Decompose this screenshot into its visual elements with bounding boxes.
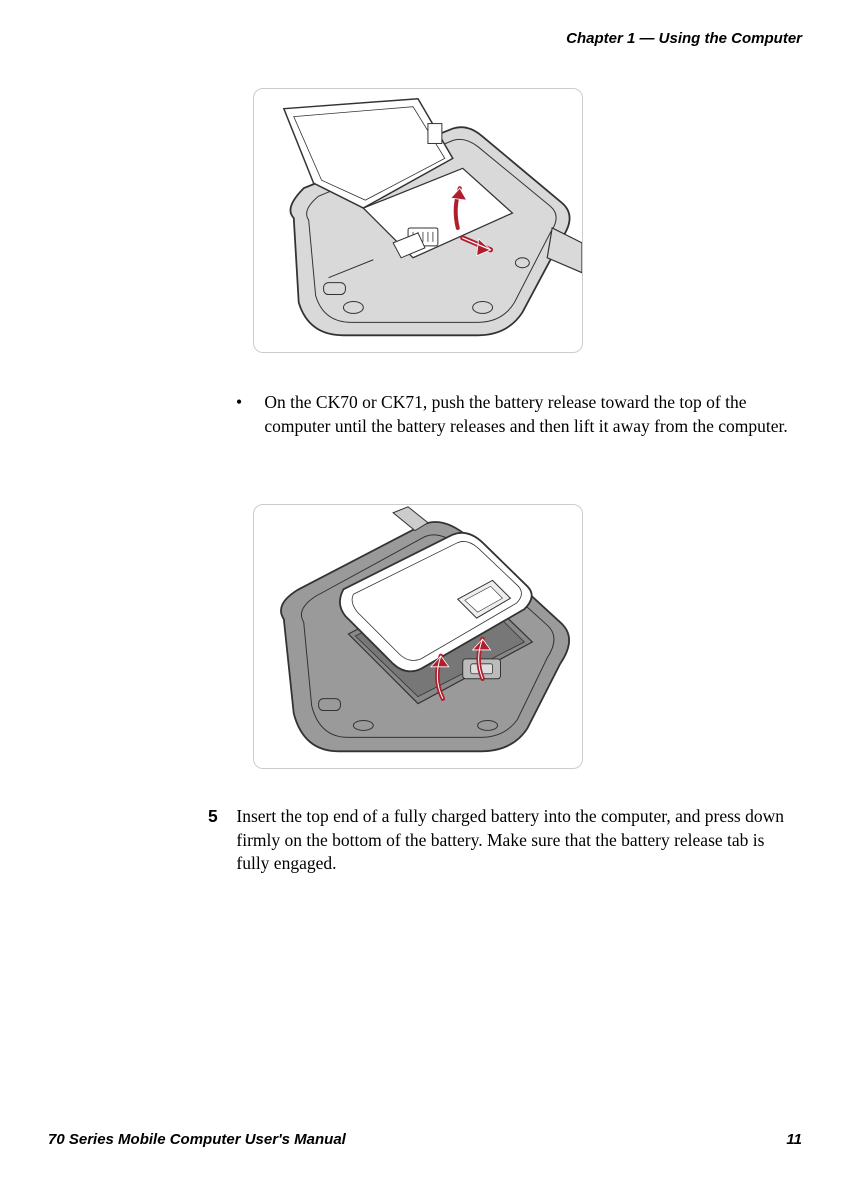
illustration-1	[254, 88, 582, 353]
footer-manual-title: 70 Series Mobile Computer User's Manual	[48, 1131, 346, 1148]
bullet-marker: •	[236, 391, 260, 415]
footer-page-number: 11	[786, 1131, 802, 1148]
step-text: Insert the top end of a fully charged ba…	[236, 805, 796, 876]
figure-battery-release-open	[253, 88, 583, 353]
chapter-header: Chapter 1 — Using the Computer	[566, 30, 802, 47]
step-number: 5	[208, 805, 232, 829]
bullet-text: On the CK70 or CK71, push the battery re…	[264, 391, 794, 438]
illustration-2	[254, 504, 582, 769]
bullet-item-ck70: • On the CK70 or CK71, push the battery …	[236, 391, 801, 438]
figure-battery-lift	[253, 504, 583, 769]
step-5: 5 Insert the top end of a fully charged …	[208, 805, 808, 876]
